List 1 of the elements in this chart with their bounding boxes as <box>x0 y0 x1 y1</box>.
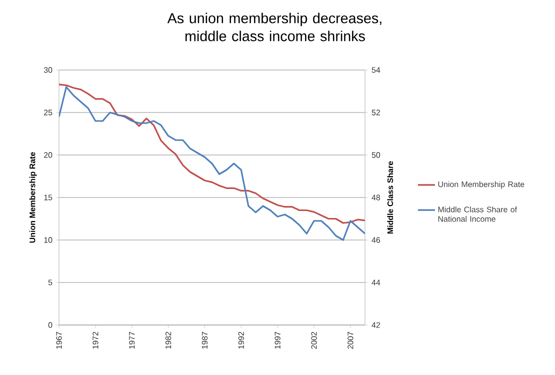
chart-title: As union membership decreases, middle class income shrinks <box>167 12 382 42</box>
